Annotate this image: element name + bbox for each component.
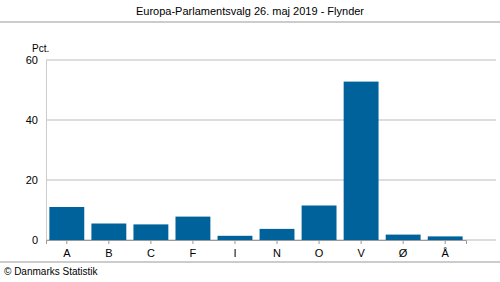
x-tick: A — [63, 240, 71, 259]
bar — [49, 207, 84, 240]
bar — [133, 224, 168, 240]
x-tick-label: Ø — [399, 247, 408, 259]
grid — [46, 60, 496, 240]
bars — [49, 82, 462, 240]
bar — [175, 217, 210, 240]
bar — [91, 224, 126, 241]
x-tick: F — [190, 240, 197, 259]
chart: Europa-Parlamentsvalg 26. maj 2019 - Fly… — [0, 0, 500, 282]
bar — [344, 82, 379, 240]
y-label: Pct. — [32, 43, 49, 54]
x-tick-mark — [150, 240, 151, 244]
x-tick: B — [105, 240, 112, 259]
y-axis: 0 20 40 60 — [26, 54, 47, 246]
x-tick-mark — [361, 240, 362, 244]
x-tick: V — [357, 240, 365, 259]
bar — [302, 206, 337, 241]
y-tick-label: 60 — [26, 54, 38, 66]
x-tick-mark — [445, 240, 446, 244]
x-tick: I — [233, 240, 236, 259]
y-tick-label: 40 — [26, 114, 38, 126]
x-tick-mark — [277, 240, 278, 244]
x-tick-label: O — [315, 247, 324, 259]
x-tick-mark — [108, 240, 109, 244]
bar — [218, 236, 253, 240]
footer-rule — [0, 262, 500, 263]
x-axis: ABCFINOVØÅ — [47, 240, 467, 259]
x-tick-label: I — [233, 247, 236, 259]
bar — [428, 236, 463, 240]
y-tick: 40 — [26, 114, 46, 126]
x-tick: Å — [442, 240, 450, 259]
grid-line — [46, 180, 496, 181]
x-tick: N — [273, 240, 281, 259]
x-axis-line — [47, 241, 467, 245]
x-tick-label: F — [190, 247, 197, 259]
x-tick-label: Å — [442, 247, 450, 259]
y-tick-label: 0 — [32, 234, 38, 246]
y-axis-line — [46, 61, 47, 241]
y-tick-label: 20 — [26, 174, 38, 186]
x-tick-mark — [192, 240, 193, 244]
x-tick-mark — [403, 240, 404, 244]
x-tick-label: V — [357, 247, 365, 259]
y-tick: 20 — [26, 174, 46, 186]
bar — [386, 235, 421, 240]
title: Europa-Parlamentsvalg 26. maj 2019 - Fly… — [136, 5, 364, 17]
x-tick-label: C — [147, 247, 155, 259]
y-tick: 0 — [32, 234, 46, 246]
source-note: © Danmarks Statistik — [4, 266, 99, 277]
x-tick-label: N — [273, 247, 281, 259]
x-tick-label: B — [105, 247, 112, 259]
bar — [260, 229, 295, 240]
x-tick-label: A — [63, 247, 71, 259]
x-tick: C — [147, 240, 155, 259]
x-tick-mark — [66, 240, 67, 244]
title-rule — [0, 22, 500, 23]
grid-line — [46, 60, 496, 61]
grid-line — [46, 120, 496, 121]
x-tick-mark — [234, 240, 235, 244]
x-tick-mark — [319, 240, 320, 244]
x-tick: O — [315, 240, 324, 259]
x-tick: Ø — [399, 240, 408, 259]
y-tick: 60 — [26, 54, 46, 66]
